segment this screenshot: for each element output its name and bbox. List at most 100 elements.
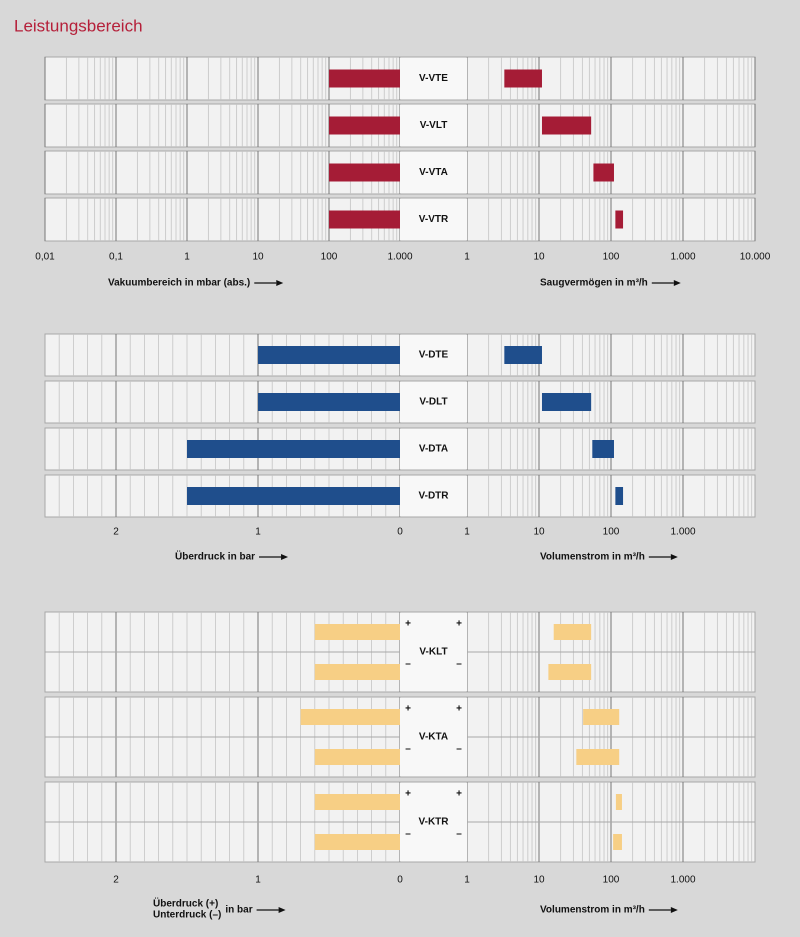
sign: – (405, 659, 411, 670)
right-range-bar (553, 624, 592, 640)
x-tick-label: 100 (321, 252, 338, 263)
arrow-head (276, 280, 284, 286)
left-range-bar (314, 749, 400, 765)
sign: – (456, 659, 462, 670)
x-tick-label: 1.000 (670, 527, 695, 538)
group-name: V-DLT (419, 397, 447, 408)
left-range-bar (258, 393, 400, 411)
arrow-head (670, 554, 678, 560)
x-tick-label: 100 (603, 252, 620, 263)
x-tick-label: 0 (397, 527, 403, 538)
x-tick-label: 10 (533, 875, 545, 886)
right-range-bar (592, 440, 614, 458)
right-range-bar (593, 163, 614, 182)
arrow-head (673, 280, 681, 286)
x-tick-label: 10 (533, 527, 545, 538)
left-range-bar (329, 163, 400, 182)
group-name: V-DTE (419, 350, 449, 361)
axis-label: Überdruck (+) (153, 897, 218, 910)
group-name: V-VLT (420, 120, 448, 131)
right-range-bar (576, 749, 620, 765)
sign: + (405, 704, 411, 715)
right-range-bar (615, 487, 624, 505)
x-tick-label: 10.000 (740, 252, 771, 263)
axis-label: Saugvermögen in m³/h (540, 278, 648, 289)
center-panel (400, 612, 467, 692)
center-panel (400, 782, 467, 862)
right-range-bar (615, 794, 622, 810)
left-range-bar (314, 834, 400, 850)
center-panel (400, 428, 467, 470)
center-panel (400, 697, 467, 777)
left-range-bar (314, 794, 400, 810)
left-range-bar (187, 487, 400, 505)
sign: + (456, 789, 462, 800)
x-tick-label: 1.000 (670, 252, 695, 263)
group-name: V-VTE (419, 73, 448, 84)
axis-label: Unterdruck (–) (153, 910, 221, 921)
x-tick-label: 10 (533, 252, 545, 263)
sign: – (456, 829, 462, 840)
axis-label: Volumenstrom in m³/h (540, 905, 645, 916)
sign: + (405, 789, 411, 800)
arrow-head (281, 554, 289, 560)
x-tick-label: 1.000 (670, 875, 695, 886)
axis-label: Vakuumbereich in mbar (abs.) (108, 278, 250, 289)
center-panel (400, 57, 467, 100)
page-title: Leistungsbereich (14, 16, 143, 35)
right-range-bar (548, 664, 592, 680)
x-tick-label: 1 (184, 252, 190, 263)
x-tick-label: 0 (397, 875, 403, 886)
left-range-bar (187, 440, 400, 458)
center-panel (400, 381, 467, 423)
left-range-bar (329, 116, 400, 135)
right-range-bar (613, 834, 622, 850)
x-tick-label: 100 (603, 527, 620, 538)
sign: – (405, 829, 411, 840)
x-tick-label: 0,1 (109, 252, 123, 263)
x-tick-label: 1 (255, 875, 261, 886)
center-panel (400, 198, 467, 241)
x-tick-label: 1 (464, 527, 470, 538)
group-name: V-VTA (419, 167, 448, 178)
x-tick-label: 1.000 (387, 252, 412, 263)
center-panel (400, 151, 467, 194)
group-name: V-KTA (419, 732, 448, 743)
x-tick-label: 2 (113, 527, 119, 538)
group-name: V-DTR (419, 491, 450, 502)
sign: – (456, 744, 462, 755)
sign: + (456, 704, 462, 715)
x-tick-label: 1 (464, 875, 470, 886)
group-name: V-KLT (419, 647, 447, 658)
right-range-bar (583, 709, 620, 725)
right-range-bar (504, 346, 542, 364)
center-panel (400, 104, 467, 147)
axis-label: Überdruck in bar (175, 550, 255, 563)
x-tick-label: 1 (255, 527, 261, 538)
x-tick-label: 1 (464, 252, 470, 263)
right-range-bar (504, 69, 542, 88)
left-range-bar (314, 624, 400, 640)
right-range-bar (541, 393, 592, 411)
right-range-bar (541, 116, 592, 135)
x-tick-label: 100 (603, 875, 620, 886)
x-tick-label: 2 (113, 875, 119, 886)
axis-label: Volumenstrom in m³/h (540, 552, 645, 563)
sign: – (405, 744, 411, 755)
axis-label: in bar (225, 905, 252, 916)
group-name: V-DTA (419, 444, 448, 455)
arrow-head (670, 907, 678, 913)
sign: + (405, 619, 411, 630)
right-range-bar (615, 210, 624, 229)
left-range-bar (329, 69, 400, 88)
center-panel (400, 334, 467, 376)
x-tick-label: 10 (252, 252, 264, 263)
left-range-bar (258, 346, 400, 364)
sign: + (456, 619, 462, 630)
left-range-bar (329, 210, 400, 229)
group-name: V-VTR (419, 214, 449, 225)
center-panel (400, 475, 467, 517)
left-range-bar (300, 709, 400, 725)
